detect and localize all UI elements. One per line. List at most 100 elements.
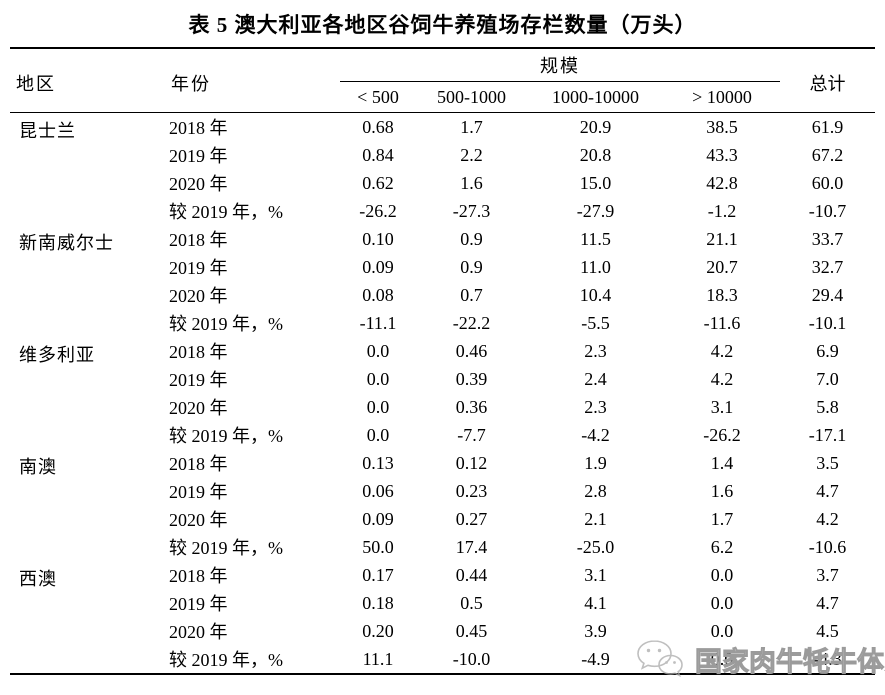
table-row: 新南威尔士 2018 年 0.10 0.9 11.5 21.1 33.7 xyxy=(10,225,875,254)
value-cell: 0.0 xyxy=(710,564,734,585)
total-value-cell: 3.7 xyxy=(816,564,839,585)
value-cell: 0.62 xyxy=(362,172,394,193)
value-cell: 3.9 xyxy=(584,620,607,641)
year-cell: 2020 年 xyxy=(169,174,228,194)
table-row: 维多利亚 2018 年 0.0 0.46 2.3 4.2 6.9 xyxy=(10,337,875,366)
value-cell: 2.8 xyxy=(584,480,607,501)
table-row: 较 2019 年，% 50.0 17.4 -25.0 6.2 -10.6 xyxy=(10,533,875,561)
value-cell: -25.0 xyxy=(576,536,615,557)
value-cell: -4.2 xyxy=(581,424,610,445)
table-row: 2019 年 0.09 0.9 11.0 20.7 32.7 xyxy=(10,253,875,281)
value-cell: 0.84 xyxy=(362,144,394,165)
year-cell: 2020 年 xyxy=(169,286,228,306)
year-cell: 较 2019 年，% xyxy=(169,202,283,222)
table-row: 2020 年 0.09 0.27 2.1 1.7 4.2 xyxy=(10,505,875,533)
header-row-1: 地区 年份 规模 总计 xyxy=(10,48,875,113)
value-cell: 50.0 xyxy=(362,536,394,557)
value-cell: 0.44 xyxy=(455,564,488,585)
value-cell: 1.9 xyxy=(584,452,607,473)
value-cell: 20.8 xyxy=(579,144,612,165)
value-cell: -1.2 xyxy=(707,200,737,221)
value-cell: 4.2 xyxy=(710,340,734,361)
value-cell: -27.9 xyxy=(576,200,615,221)
region-cell: 南澳 xyxy=(19,457,57,477)
total-value-cell: 6.9 xyxy=(816,340,839,361)
year-cell: 2019 年 xyxy=(169,370,228,390)
value-cell: 4.1 xyxy=(584,592,607,613)
table-row: 2019 年 0.84 2.2 20.8 43.3 67.2 xyxy=(10,141,875,169)
value-cell: 1.4 xyxy=(710,452,734,473)
value-cell: 0.08 xyxy=(362,284,394,305)
total-value-cell: 32.7 xyxy=(811,256,844,277)
table-row: 2019 年 0.0 0.39 2.4 4.2 7.0 xyxy=(10,365,875,393)
value-cell: 0.0 xyxy=(710,592,734,613)
value-cell: -22.2 xyxy=(452,312,491,333)
table-row: 南澳 2018 年 0.13 0.12 1.9 1.4 3.5 xyxy=(10,449,875,478)
value-cell: 20.7 xyxy=(706,256,738,277)
value-cell: 2.2 xyxy=(460,144,483,165)
table-row: 较 2019 年，% -26.2 -27.3 -27.9 -1.2 -10.7 xyxy=(10,197,875,225)
value-cell: 1.7 xyxy=(710,508,734,529)
value-cell: 0.39 xyxy=(455,368,488,389)
value-cell: -11.6 xyxy=(703,312,741,333)
value-cell: -27.3 xyxy=(452,200,491,221)
value-cell: 0.9 xyxy=(460,256,483,277)
value-cell: 0.9 xyxy=(460,228,483,249)
total-value-cell: 67.2 xyxy=(811,144,844,165)
data-table: 地区 年份 规模 总计 < 500 500-1000 1000-10000 > … xyxy=(10,47,875,675)
value-cell: 0.0 xyxy=(710,620,734,641)
value-cell: 11.0 xyxy=(580,256,611,277)
value-cell: 0.0 xyxy=(710,648,734,669)
year-cell: 2020 年 xyxy=(169,510,228,530)
total-value-cell: 60.0 xyxy=(811,172,844,193)
table-row: 2020 年 0.0 0.36 2.3 3.1 5.8 xyxy=(10,393,875,421)
total-value-cell: 5.8 xyxy=(816,396,839,417)
value-cell: 42.8 xyxy=(706,172,738,193)
value-cell: 11.1 xyxy=(362,648,394,669)
value-cell: 0.7 xyxy=(460,284,483,305)
year-cell: 较 2019 年，% xyxy=(169,650,283,670)
value-cell: 1.7 xyxy=(460,116,483,137)
total-value-cell: 4.5 xyxy=(816,620,839,641)
table-row: 2020 年 0.62 1.6 15.0 42.8 60.0 xyxy=(10,169,875,197)
col-header-scale-lt500: < 500 xyxy=(340,81,416,113)
year-cell: 2018 年 xyxy=(169,342,228,362)
year-cell: 2019 年 xyxy=(169,146,228,166)
value-cell: 0.5 xyxy=(460,592,483,613)
year-cell: 2018 年 xyxy=(169,118,228,138)
value-cell: 0.0 xyxy=(366,340,390,361)
year-cell: 2019 年 xyxy=(169,482,228,502)
value-cell: 0.20 xyxy=(362,620,394,641)
value-cell: 0.27 xyxy=(455,508,488,529)
total-value-cell: 4.7 xyxy=(816,480,839,501)
year-cell: 2018 年 xyxy=(169,230,228,250)
col-header-year: 年份 xyxy=(165,48,340,113)
total-value-cell: -10.7 xyxy=(808,200,847,221)
total-value-cell: 7.0 xyxy=(816,368,839,389)
value-cell: 2.3 xyxy=(584,340,607,361)
table-row: 较 2019 年，% -11.1 -22.2 -5.5 -11.6 -10.1 xyxy=(10,309,875,337)
value-cell: 17.4 xyxy=(455,536,488,557)
total-value-cell: -10.1 xyxy=(808,312,847,333)
value-cell: 0.45 xyxy=(455,620,488,641)
table-body: 昆士兰 2018 年 0.68 1.7 20.9 38.5 61.9 2019 年 0.84 2.… xyxy=(10,113,875,675)
region-cell: 新南威尔士 xyxy=(19,233,114,253)
year-cell: 2020 年 xyxy=(169,622,228,642)
table-row: 较 2019 年，% 0.0 -7.7 -4.2 -26.2 -17.1 xyxy=(10,421,875,449)
value-cell: -11.1 xyxy=(359,312,397,333)
col-header-scale-500-1000: 500-1000 xyxy=(416,81,527,113)
value-cell: 21.1 xyxy=(706,228,738,249)
year-cell: 2018 年 xyxy=(169,454,228,474)
region-cell: 西澳 xyxy=(19,569,57,589)
value-cell: 1.6 xyxy=(710,480,734,501)
value-cell: 15.0 xyxy=(579,172,612,193)
value-cell: 0.0 xyxy=(366,368,390,389)
region-cell: 维多利亚 xyxy=(19,345,95,365)
table-row: 2019 年 0.06 0.23 2.8 1.6 4.7 xyxy=(10,477,875,505)
year-cell: 2019 年 xyxy=(169,594,228,614)
value-cell: 0.06 xyxy=(362,480,394,501)
value-cell: -26.2 xyxy=(359,200,397,221)
value-cell: 0.46 xyxy=(455,340,488,361)
value-cell: 0.18 xyxy=(362,592,394,613)
table-row: 2020 年 0.08 0.7 10.4 18.3 29.4 xyxy=(10,281,875,309)
